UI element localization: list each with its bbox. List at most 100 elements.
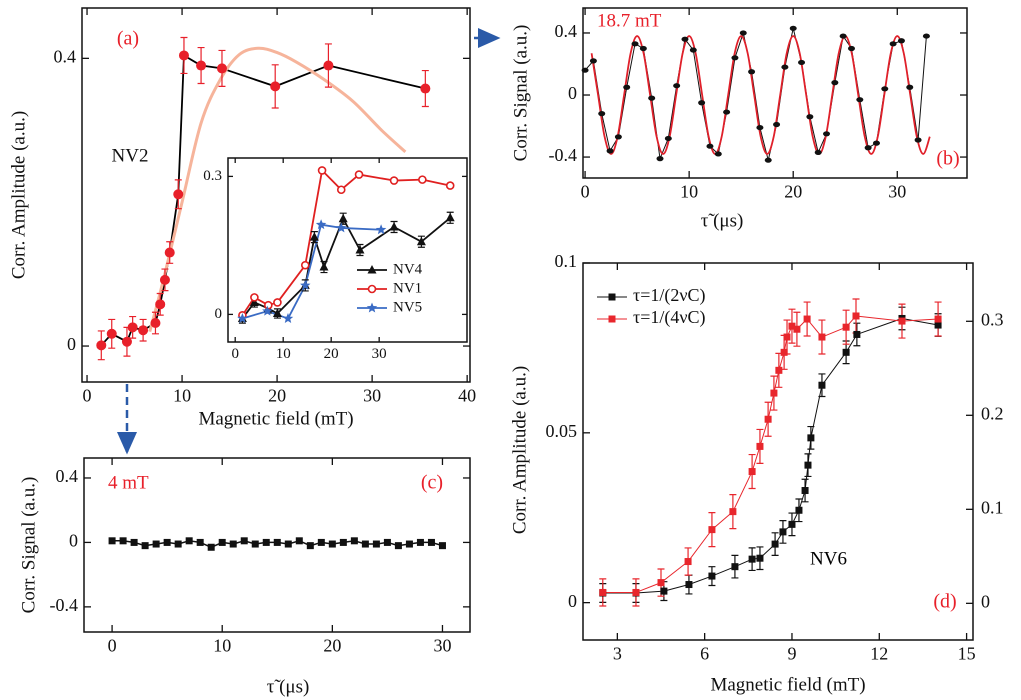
point: [262, 305, 273, 316]
point: [581, 67, 589, 73]
x-tick-label: 30: [363, 385, 381, 405]
y-tick-label: 0: [568, 83, 577, 103]
point: [272, 308, 282, 317]
point: [300, 260, 310, 270]
point: [773, 121, 781, 128]
point: [138, 325, 149, 336]
point: [96, 340, 107, 351]
point: [780, 348, 788, 356]
point: [306, 542, 314, 550]
x-tick-label: 30: [888, 181, 906, 201]
point: [656, 156, 664, 162]
point: [756, 554, 764, 562]
legend-label: NV4: [393, 261, 423, 277]
point: [756, 124, 764, 131]
point: [229, 540, 237, 548]
point: [339, 538, 347, 546]
point: [852, 312, 860, 320]
point: [295, 537, 303, 545]
point: [657, 579, 665, 587]
point: [416, 236, 426, 246]
point: [729, 508, 737, 516]
point: [801, 487, 809, 495]
x-tick-label: 10: [276, 346, 291, 362]
x-tick-label: 0: [581, 181, 590, 201]
point: [673, 83, 681, 89]
point: [338, 213, 348, 223]
point: [150, 318, 161, 329]
y-tick-label: 0.1: [555, 251, 578, 271]
annotation: NV6: [810, 548, 847, 569]
point: [739, 30, 747, 36]
point: [589, 58, 597, 64]
x-tick-label: 10: [213, 635, 231, 655]
y-axis-label: Corr. Amplitude (a.u.): [8, 111, 29, 279]
point: [906, 84, 914, 90]
point: [196, 60, 207, 71]
x-tick-label: 40: [458, 385, 476, 405]
x-tick-label: 0: [231, 346, 239, 362]
point: [781, 64, 789, 70]
y2-tick-label: 0: [981, 591, 990, 611]
point: [922, 33, 930, 39]
point: [708, 572, 716, 580]
point: [350, 537, 358, 545]
x-tick-label: 20: [268, 385, 286, 405]
x-tick-label: 3: [613, 643, 622, 663]
point: [623, 84, 631, 90]
point: [889, 41, 897, 47]
panel-label: (a): [117, 28, 139, 50]
point: [914, 137, 922, 143]
point: [196, 538, 204, 546]
point: [237, 313, 248, 323]
x-tick-label: 20: [784, 181, 802, 201]
point: [814, 149, 822, 156]
plot-frame: [227, 157, 468, 343]
legend-label: NV1: [393, 280, 422, 296]
point: [839, 33, 847, 39]
point: [660, 587, 668, 595]
point: [354, 170, 364, 179]
point: [130, 538, 138, 546]
point: [328, 540, 336, 548]
point: [185, 537, 193, 545]
point: [632, 588, 640, 596]
point: [639, 45, 647, 52]
point: [273, 538, 281, 546]
legend-marker: [608, 293, 616, 301]
point: [714, 151, 722, 157]
legend-label: NV5: [393, 299, 422, 315]
point: [770, 389, 778, 397]
y-tick-label: 0: [215, 306, 223, 322]
point: [689, 47, 697, 53]
y-axis-label: Corr. Signal (a.u.): [510, 25, 531, 162]
y-axis-label: Corr. Amplitude (a.u.): [509, 366, 530, 534]
point: [798, 59, 806, 66]
point: [823, 131, 831, 137]
point: [681, 36, 689, 42]
point: [788, 322, 796, 330]
point: [598, 111, 606, 117]
y-tick-label: 0.4: [54, 46, 77, 66]
point: [336, 222, 347, 233]
point: [273, 298, 282, 307]
point: [731, 55, 739, 61]
y-tick-label: 0.3: [203, 168, 222, 184]
x-tick-label: 30: [372, 346, 387, 362]
point: [240, 537, 248, 545]
legend-marker: [608, 315, 616, 323]
point: [934, 321, 942, 329]
point: [119, 537, 127, 545]
series-line: [590, 35, 931, 155]
point: [842, 348, 850, 356]
point: [853, 330, 861, 338]
point: [372, 540, 380, 548]
point: [748, 555, 756, 563]
panel-label: (c): [421, 472, 443, 494]
point: [127, 322, 138, 333]
point: [793, 325, 801, 333]
point: [684, 558, 692, 566]
point: [317, 166, 327, 175]
point: [418, 175, 427, 184]
